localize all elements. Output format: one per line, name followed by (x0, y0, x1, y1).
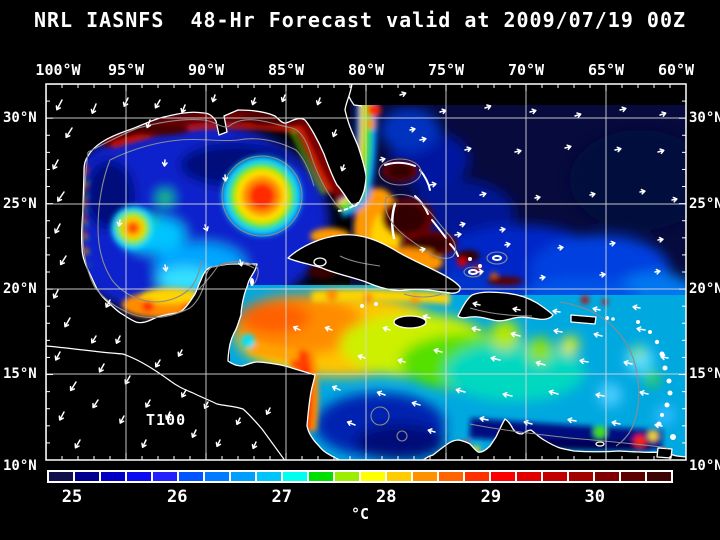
colorbar-tick-label: 26 (166, 487, 188, 507)
colorbar-segment (101, 472, 125, 481)
longitude-tick-label: 75°W (427, 61, 465, 79)
colorbar-segment (283, 472, 307, 481)
colorbar-segment (361, 472, 385, 481)
latitude-tick-label: 30°N (3, 110, 37, 126)
colorbar-segment (413, 472, 437, 481)
latitude-tick-label: 25°N (689, 196, 720, 212)
colorbar-segment (621, 472, 645, 481)
colorbar-tick-label: 29 (480, 487, 502, 507)
colorbar-segment (49, 472, 73, 481)
colorbar-segment (439, 472, 463, 481)
colorbar-segment (465, 472, 489, 481)
latitude-tick-label: 20°N (3, 281, 37, 297)
model-annotation: T100 (146, 411, 187, 429)
colorbar-segment (595, 472, 619, 481)
sst-gulf-layer (50, 108, 357, 320)
colorbar-segment (309, 472, 333, 481)
figure-title: NRL IASNFS 48-Hr Forecast valid at 2009/… (33, 8, 687, 32)
latitude-tick-label: 10°N (3, 458, 37, 474)
contour-layer (82, 118, 669, 449)
longitude-tick-label: 90°W (187, 61, 225, 79)
colorbar-segment (205, 472, 229, 481)
colorbar-segment (153, 472, 177, 481)
colorbar-segment (75, 472, 99, 481)
longitude-tick-label: 65°W (587, 61, 625, 79)
colorbar-tick-label: 30 (584, 487, 605, 507)
longitude-tick-label: 70°W (507, 61, 545, 79)
colorbar-segment (517, 472, 541, 481)
latitude-tick-label: 15°N (689, 366, 720, 382)
longitude-tick-label: 85°W (267, 61, 305, 79)
colorbar-unit-label: °C (350, 505, 370, 523)
colorbar-segment (491, 472, 515, 481)
latitude-tick-label: 10°N (689, 458, 720, 474)
colorbar-segment (231, 472, 255, 481)
latitude-tick-label: 30°N (689, 110, 720, 126)
latitude-tick-label: 20°N (689, 281, 720, 297)
longitude-tick-label: 95°W (107, 61, 145, 79)
graticule-layer (46, 84, 686, 460)
colorbar-tick-label: 27 (271, 487, 292, 507)
colorbar-tick-label: 28 (376, 487, 397, 507)
colorbar-segment (127, 472, 151, 481)
colorbar-segment (257, 472, 281, 481)
latitude-tick-label: 15°N (3, 366, 37, 382)
colorbar-segment (647, 472, 671, 481)
colorbar-segment (335, 472, 359, 481)
colorbar-tick-labels: 25 26 27 28 29 30 (47, 487, 673, 507)
latitude-tick-label: 25°N (3, 196, 37, 212)
sst-caribbean-layer (230, 285, 686, 460)
longitude-tick-label: 80°W (347, 61, 385, 79)
colorbar-tick-label: 25 (61, 487, 83, 507)
colorbar-segment (569, 472, 593, 481)
colorbar-segment (387, 472, 411, 481)
colorbar-segment (543, 472, 567, 481)
axis-ticks-layer (45, 83, 687, 461)
longitude-tick-label: 100°W (35, 61, 81, 79)
longitude-tick-label: 60°W (657, 61, 695, 79)
colorbar-segment (179, 472, 203, 481)
colorbar (47, 470, 673, 483)
